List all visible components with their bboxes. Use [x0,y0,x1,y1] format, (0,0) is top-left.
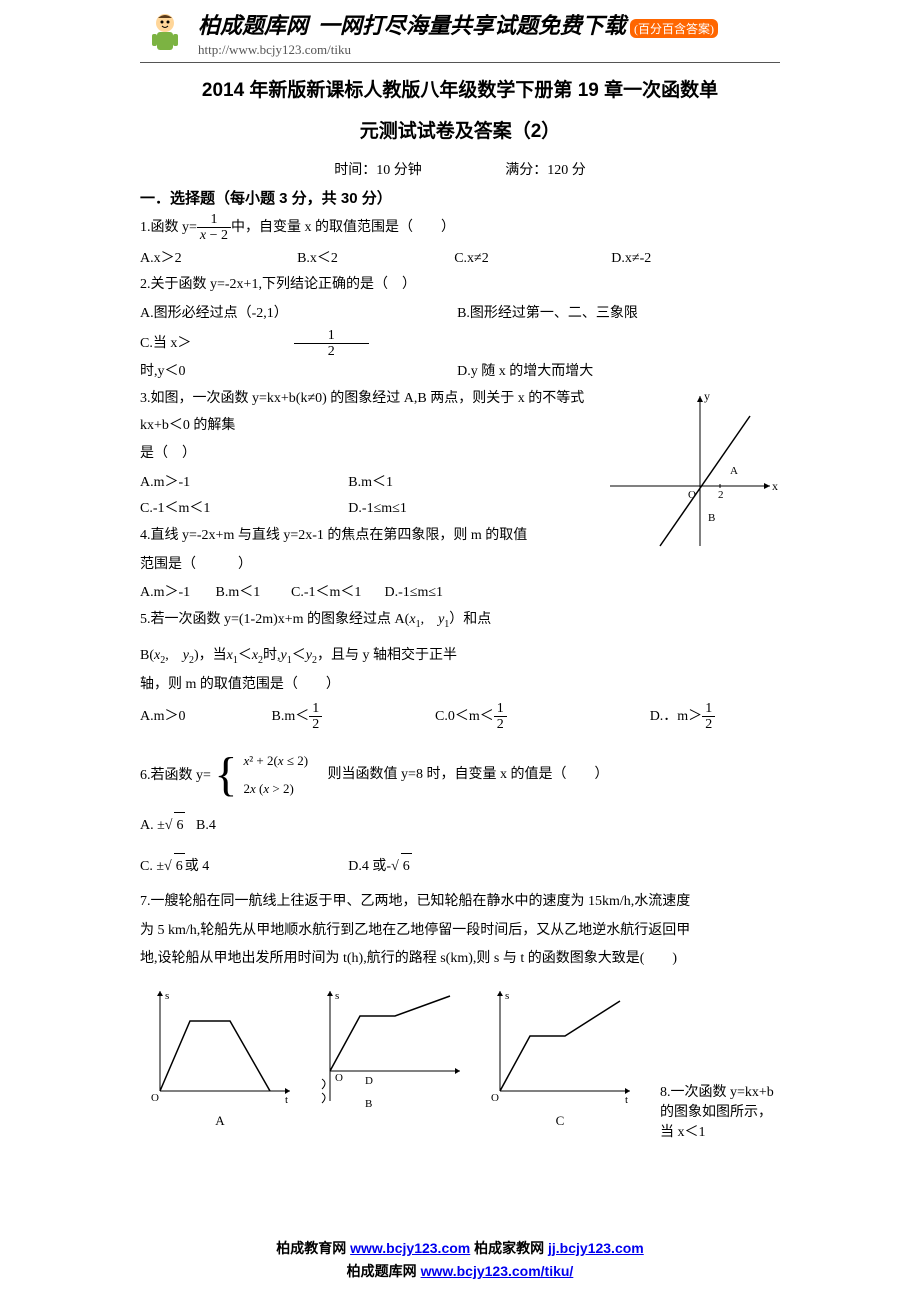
q6-options-row2: C. ±6或 4 D.4 或-6 [140,853,780,881]
svg-text:D: D [365,1075,373,1087]
q4-optA: A.m＞-1 [140,580,212,607]
time-score-row: 时间：10 分钟 满分：120 分 [140,159,780,179]
svg-text:t: t [625,1094,628,1106]
logo-icon [140,8,190,58]
svg-text:s: s [165,990,169,1002]
q1-fraction: 1x − 2 [197,212,231,244]
q3-optA: A.m＞-1 [140,470,345,497]
question-5-line3: 轴，则 m 的取值范围是（ ） [140,672,780,699]
q1-options: A.x＞2 B.x＜2 C.x≠2 D.x≠-2 [140,246,780,273]
svg-text:O: O [688,489,696,501]
page-footer: 柏成教育网 www.bcjy123.com 柏成家教网 jj.bcjy123.c… [0,1237,920,1282]
question-1: 1.函数 y=1x − 2中，自变量 x 的取值范围是（ ） [140,212,780,244]
header-title-row: 柏成题库网 一网打尽海量共享试题免费下载 (百分百含答案) [198,8,718,40]
question-5-line1: 5.若一次函数 y=(1-2m)x+m 的图象经过点 A(x1, y1）和点 [140,607,780,634]
svg-text:s: s [335,990,339,1002]
score-label: 满分：120 分 [505,163,586,178]
q3-optB: B.m＜1 [348,470,393,497]
q3-q5-block: x y O 2 A B 3.如图，一次函数 y=kx+b(k≠0) 的图象经过 … [140,386,780,634]
graph-a-label: A [215,1113,224,1129]
q5-optD: D.．m＞12 [650,701,716,733]
question-3: 3.如图，一次函数 y=kx+b(k≠0) 的图象经过 A,B 两点，则关于 x… [140,386,780,439]
graph-c-label: C [556,1113,565,1129]
question-4-line2: 范围是（ ） [140,552,780,579]
svg-text:t: t [285,1094,288,1106]
q2-optC: C.当 x＞12时,y＜0 [140,328,454,386]
q6-piecewise: { x² + 2(x ≤ 2) 2x (x > 2) [214,747,308,804]
section-1-header: 一．选择题（每小题 3 分，共 30 分） [140,187,780,208]
header-divider [140,62,780,63]
q4-optC: C.-1＜m＜1 [291,580,381,607]
brace-icon: { [214,751,237,799]
main-title: 2014 年新版新课标人教版八年级数学下册第 19 章一次函数单 元测试试卷及答… [140,75,780,143]
question-5-line2: B(x2, y2)，当x1＜x2时,y1＜y2，且与 y 轴相交于正半 [140,643,780,670]
question-4: 4.直线 y=-2x+m 与直线 y=2x-1 的焦点在第四象限，则 m 的取值 [140,523,780,550]
svg-text:O: O [491,1092,499,1104]
q6-optD: D.4 或-6 [348,853,411,881]
q8-block: 8.一次函数 y=kx+b 的图象如图所示，当 x＜1 [650,981,780,1141]
q1-optD: D.x≠-2 [611,246,765,273]
q5-optC: C.0＜m＜12 [435,701,646,733]
footer-line2: 柏成题库网 www.bcjy123.com/tiku/ [0,1260,920,1282]
q1-optA: A.x＞2 [140,246,294,273]
site-url: http://www.bcjy123.com/tiku [198,42,718,58]
q6-options-row1: A. ±6 B.4 [140,812,780,840]
site-slogan: 一网打尽海量共享试题免费下载 [318,8,626,40]
svg-text:O: O [151,1092,159,1104]
question-2: 2.关于函数 y=-2x+1,下列结论正确的是（ ） [140,272,780,299]
question-7-line3: 地,设轮船从甲地出发所用时间为 t(h),航行的路程 s(km),则 s 与 t… [140,946,780,973]
svg-text:O: O [335,1072,343,1084]
question-6: 6.若函数 y= { x² + 2(x ≤ 2) 2x (x > 2) 则当函数… [140,747,780,804]
svg-text:B: B [365,1098,372,1110]
q4-optD: D.-1≤m≤1 [385,580,444,607]
q3-optC: C.-1＜m＜1 [140,496,345,523]
question-7: 7.一艘轮船在同一航线上往返于甲、乙两地，已知轮船在静水中的速度为 15km/h… [140,889,780,916]
site-badge: (百分百含答案) [630,19,718,38]
q1-optB: B.x＜2 [297,246,451,273]
q6-case1: x² + 2(x ≤ 2) [243,747,308,776]
page-header: 柏成题库网 一网打尽海量共享试题免费下载 (百分百含答案) http://www… [0,0,920,62]
footer-link-2[interactable]: jj.bcjy123.com [548,1240,644,1256]
svg-text:2: 2 [718,489,724,501]
question-8: 8.一次函数 y=kx+b 的图象如图所示，当 x＜1 [650,1081,780,1141]
graph-option-a: O s t A [140,981,300,1111]
svg-text:x: x [772,479,778,493]
q2-options-row1: A.图形必经过点（-2,1） B.图形经过第一、二、三象限 [140,301,780,328]
graph-option-b: O s D B [310,981,470,1111]
question-3-line2: 是（ ） [140,441,780,468]
q2-optD: D.y 随 x 的增大而增大 [457,359,771,386]
q1-optC: C.x≠2 [454,246,608,273]
header-text-block: 柏成题库网 一网打尽海量共享试题免费下载 (百分百含答案) http://www… [198,8,718,58]
footer-line1: 柏成教育网 www.bcjy123.com 柏成家教网 jj.bcjy123.c… [0,1237,920,1259]
q7-graphs-row: O s t A O s D B [140,981,780,1141]
question-7-line2: 为 5 km/h,轮船先从甲地顺水航行到乙地在乙地停留一段时间后，又从乙地逆水航… [140,918,780,945]
q5-options: A.m＞0 B.m＜12 C.0＜m＜12 D.．m＞12 [140,701,780,733]
q6-case2: 2x (x > 2) [243,775,308,804]
content-area: 2014 年新版新课标人教版八年级数学下册第 19 章一次函数单 元测试试卷及答… [0,75,920,1141]
svg-text:s: s [505,990,509,1002]
q6-optB: B.4 [196,813,216,840]
q2-optA: A.图形必经过点（-2,1） [140,301,454,328]
q1-prefix: 1.函数 y= [140,220,197,235]
footer-link-3[interactable]: www.bcjy123.com/tiku/ [421,1263,574,1279]
q6-optC: C. ±6或 4 [140,853,345,881]
site-title: 柏成题库网 [198,8,308,40]
time-label: 时间：10 分钟 [334,163,422,178]
q3-optD: D.-1≤m≤1 [348,496,407,523]
q5-optA: A.m＞0 [140,704,268,731]
q6-optA: A. ±6 [140,812,185,840]
q5-optB: B.m＜12 [272,701,432,733]
q1-suffix: 中，自变量 x 的取值范围是（ ） [231,220,455,235]
footer-link-1[interactable]: www.bcjy123.com [350,1240,470,1256]
q2-optB: B.图形经过第一、二、三象限 [457,301,771,328]
graph-option-c: O s t C [480,981,640,1111]
q4-optB: B.m＜1 [216,580,288,607]
main-title-line1: 2014 年新版新课标人教版八年级数学下册第 19 章一次函数单 [140,75,780,102]
q4-options: A.m＞-1 B.m＜1 C.-1＜m＜1 D.-1≤m≤1 [140,580,780,607]
q2-options-row2: C.当 x＞12时,y＜0 D.y 随 x 的增大而增大 [140,328,780,386]
main-title-line2: 元测试试卷及答案（2） [140,116,780,143]
